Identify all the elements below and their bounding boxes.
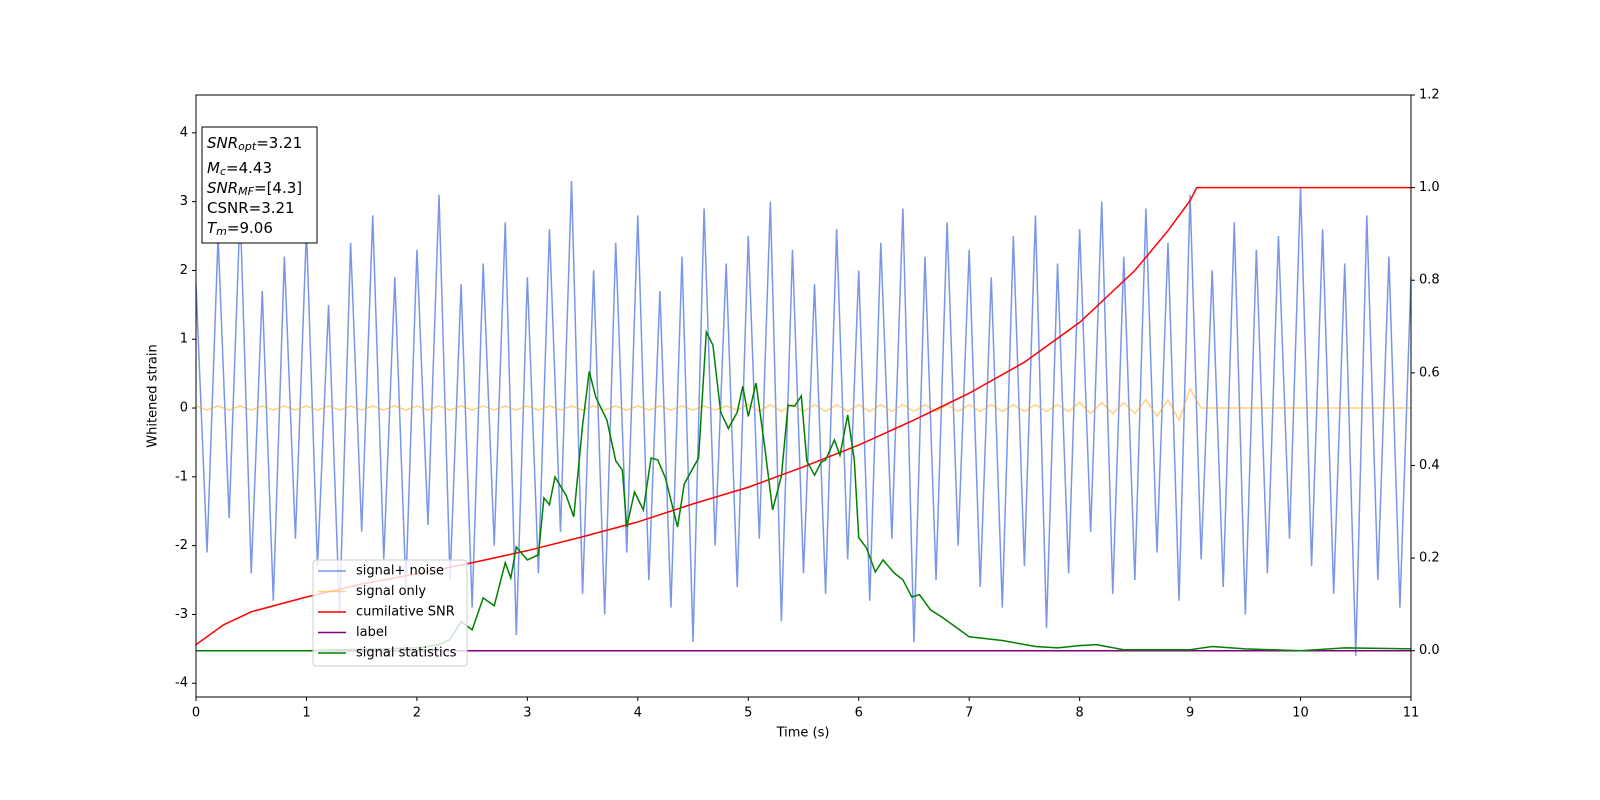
annotation-main: T bbox=[207, 219, 218, 237]
y2-tick-label: 0.2 bbox=[1419, 551, 1440, 566]
annotation-box bbox=[201, 126, 318, 244]
annotation-main: M bbox=[207, 159, 220, 177]
x-tick-label: 1 bbox=[302, 706, 310, 721]
annotation-rest: =3.21 bbox=[256, 134, 302, 152]
annotation-rest: =[4.3] bbox=[254, 179, 302, 197]
annotation: Tm=9.06 bbox=[207, 219, 273, 239]
legend-label: signal+ noise bbox=[356, 564, 444, 579]
x-tick-label: 11 bbox=[1403, 706, 1420, 721]
x-tick-label: 10 bbox=[1292, 706, 1309, 721]
x-tick-label: 4 bbox=[634, 706, 642, 721]
x-axis-label: Time (s) bbox=[776, 726, 830, 741]
y-tick-label: 0 bbox=[180, 401, 188, 416]
annotation-rest: CSNR=3.21 bbox=[207, 199, 295, 217]
series-line bbox=[196, 180, 1411, 656]
annotation-sub: m bbox=[216, 225, 227, 238]
annotation-main: SNR bbox=[207, 179, 238, 197]
x-tick-label: 7 bbox=[965, 706, 973, 721]
x-tick-label: 2 bbox=[413, 706, 421, 721]
x-tick-label: 5 bbox=[744, 706, 752, 721]
annotation-main: SNR bbox=[207, 134, 238, 152]
annotation: Mc=4.43 bbox=[207, 159, 272, 179]
y-tick-label: 3 bbox=[180, 194, 188, 209]
annotation-sub: c bbox=[220, 165, 226, 178]
legend-box bbox=[312, 559, 468, 667]
y2-tick-label: 0.8 bbox=[1419, 273, 1440, 288]
annotation-sub: opt bbox=[238, 140, 257, 153]
y-tick-label: 4 bbox=[180, 125, 188, 140]
y2-tick-label: 0.4 bbox=[1419, 458, 1440, 473]
annotation-rest: =4.43 bbox=[226, 159, 272, 177]
x-tick-label: 9 bbox=[1186, 706, 1194, 721]
axes-frame bbox=[195, 94, 1412, 698]
legend-label: signal only bbox=[356, 584, 426, 599]
y-tick-label: -1 bbox=[175, 469, 188, 484]
series-line bbox=[196, 386, 1411, 423]
y2-tick-label: 0.6 bbox=[1419, 365, 1440, 380]
annotation: CSNR=3.21 bbox=[207, 199, 295, 217]
x-tick-label: 6 bbox=[855, 706, 863, 721]
x-tick-label: 8 bbox=[1075, 706, 1083, 721]
x-tick-label: 3 bbox=[523, 706, 531, 721]
series-line bbox=[196, 329, 1411, 652]
legend-label: signal statistics bbox=[356, 646, 457, 661]
annotation: SNRMF=[4.3] bbox=[207, 179, 302, 199]
y-tick-label: -4 bbox=[175, 676, 188, 691]
y-tick-label: 2 bbox=[180, 263, 188, 278]
annotation-sub: MF bbox=[238, 185, 254, 198]
y-tick-label: 1 bbox=[180, 332, 188, 347]
legend-label: cumilative SNR bbox=[356, 605, 455, 620]
x-tick-label: 0 bbox=[192, 706, 200, 721]
annotation-rest: =9.06 bbox=[227, 219, 273, 237]
y-tick-label: -3 bbox=[175, 607, 188, 622]
y2-tick-label: 1.2 bbox=[1419, 88, 1440, 103]
y-tick-label: -2 bbox=[175, 538, 188, 553]
annotation: SNRopt=3.21 bbox=[207, 134, 302, 154]
y2-tick-label: 1.0 bbox=[1419, 180, 1440, 195]
y2-tick-label: 0.0 bbox=[1419, 643, 1440, 658]
y-axis-label: Whitened strain bbox=[146, 344, 161, 447]
legend-label: label bbox=[356, 625, 387, 640]
